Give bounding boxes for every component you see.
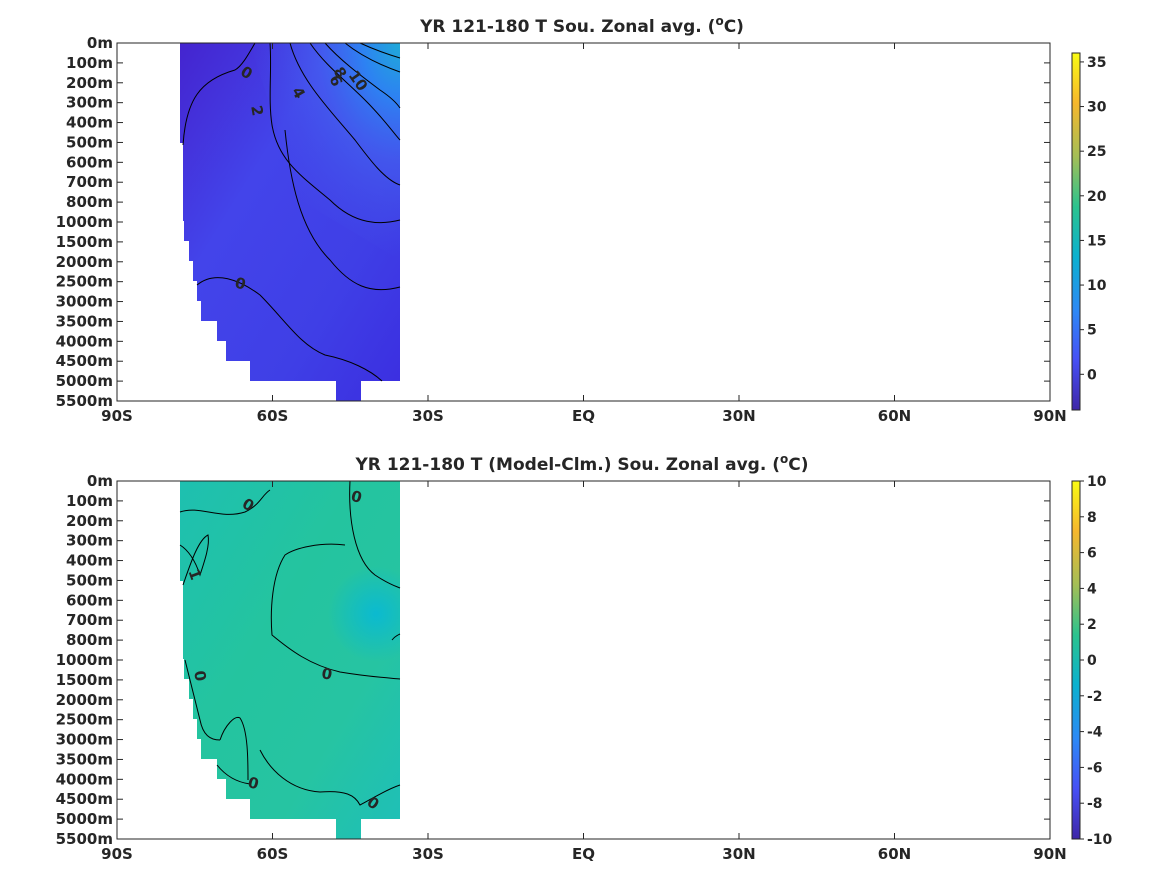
x-tick-label: 30N [722,407,755,425]
x-tick-label: 60N [878,407,911,425]
y-tick-label: 1000m [56,213,113,231]
contour-label: 2 [247,104,267,117]
panel-anomaly: YR 121-180 T (Model-Clm.) Sou. Zonal avg… [56,452,1113,863]
y-tick-label: 0m [87,34,113,52]
x-tick-label: EQ [572,407,595,425]
panel2-colorbar: 10 8 6 4 2 0 -2 -4 -6 -8 -10 [1071,474,1113,848]
colorbar-tick-label: 4 [1087,581,1097,597]
colorbar-tick-label: -6 [1087,760,1103,776]
y-tick-label: 3000m [56,293,113,311]
y-tick-label: 800m [66,193,113,211]
y-tick-label: 700m [66,173,113,191]
x-tick-label: 60N [878,845,911,863]
y-tick-label: 0m [87,472,113,490]
contour-label: 0 [233,274,248,294]
y-tick-label: 3500m [56,312,113,330]
colorbar-tick-label: 0 [1087,653,1097,669]
panel1-contours [182,42,401,382]
y-tick-label: 2500m [56,711,113,729]
y-tick-label: 400m [66,114,113,132]
contour-label: 0 [190,669,210,682]
colorbar-tick-label: 35 [1087,55,1106,71]
panel1-heatmap [180,43,400,401]
x-tick-label: 90N [1033,407,1066,425]
y-tick-label: 100m [66,492,113,510]
contour-label: 0 [349,487,364,507]
y-tick-label: 1500m [56,671,113,689]
panel2-heatmap [180,481,400,839]
panel2-x-axis: 90S 60S 30S EQ 30N 60N 90N [101,481,1067,863]
y-tick-label: 3500m [56,750,113,768]
y-tick-label: 4000m [56,332,113,350]
y-tick-label: 5500m [56,392,113,410]
y-tick-label: 300m [66,532,113,550]
x-tick-label: 30N [722,845,755,863]
colorbar-tick-label: 15 [1087,233,1106,249]
y-tick-label: 100m [66,54,113,72]
colorbar-tick-label: 10 [1087,278,1107,294]
colorbar-tick-label: 6 [1087,546,1097,562]
y-tick-label: 3000m [56,731,113,749]
y-tick-label: 2500m [56,273,113,291]
y-tick-label: 4500m [56,790,113,808]
x-tick-label: 30S [412,845,444,863]
y-tick-label: 600m [66,591,113,609]
x-tick-label: 90S [101,845,133,863]
panel2-title: YR 121-180 T (Model-Clm.) Sou. Zonal avg… [355,452,809,475]
x-tick-label: EQ [572,845,595,863]
y-tick-label: 4000m [56,770,113,788]
colorbar-tick-label: 5 [1087,323,1097,339]
panel1-colorbar: 0 5 10 15 20 25 30 35 [1071,52,1107,411]
panel1-colorbar-ticks: 0 5 10 15 20 25 30 35 [1080,55,1107,383]
y-tick-label: 5500m [56,830,113,848]
y-tick-label: 400m [66,552,113,570]
colorbar-tick-label: -2 [1087,689,1103,705]
x-tick-label: 90N [1033,845,1066,863]
panel1-title: YR 121-180 T Sou. Zonal avg. (oC) [419,14,744,37]
y-tick-label: 200m [66,74,113,92]
y-tick-label: 4500m [56,352,113,370]
y-tick-label: 2000m [56,253,113,271]
colorbar-tick-label: -10 [1087,832,1113,848]
colorbar-tick-label: 2 [1087,617,1097,633]
contour-label: 0 [246,773,261,793]
y-tick-label: 2000m [56,691,113,709]
x-tick-label: 60S [257,845,289,863]
panel2-cool-region [280,560,400,680]
panel2-contours [179,480,401,806]
panel1-colorbar-gradient [1071,52,1081,411]
y-tick-label: 5000m [56,372,113,390]
y-tick-label: 800m [66,631,113,649]
y-tick-label: 300m [66,94,113,112]
y-tick-label: 1500m [56,233,113,251]
x-tick-label: 60S [257,407,289,425]
y-tick-label: 500m [66,571,113,589]
colorbar-tick-label: 25 [1087,144,1106,160]
colorbar-tick-label: 8 [1087,510,1097,526]
panel-temperature: YR 121-180 T Sou. Zonal avg. (oC) 024681… [56,14,1107,425]
colorbar-tick-label: 10 [1087,474,1107,490]
colorbar-tick-label: -4 [1087,725,1103,741]
contour-label: 0 [320,664,333,684]
y-tick-label: 1000m [56,651,113,669]
y-tick-label: 700m [66,611,113,629]
x-tick-label: 30S [412,407,444,425]
colorbar-tick-label: -8 [1087,796,1103,812]
y-tick-label: 5000m [56,810,113,828]
y-tick-label: 200m [66,512,113,530]
y-tick-label: 600m [66,153,113,171]
colorbar-tick-label: 20 [1087,189,1107,205]
x-tick-label: 90S [101,407,133,425]
panel2-colorbar-gradient [1071,480,1081,840]
panel2-colorbar-ticks: 10 8 6 4 2 0 -2 -4 -6 -8 -10 [1080,474,1113,848]
colorbar-tick-label: 0 [1087,367,1097,383]
y-tick-label: 500m [66,133,113,151]
colorbar-tick-label: 30 [1087,100,1107,116]
panel1-x-axis: 90S 60S 30S EQ 30N 60N 90N [101,43,1067,425]
